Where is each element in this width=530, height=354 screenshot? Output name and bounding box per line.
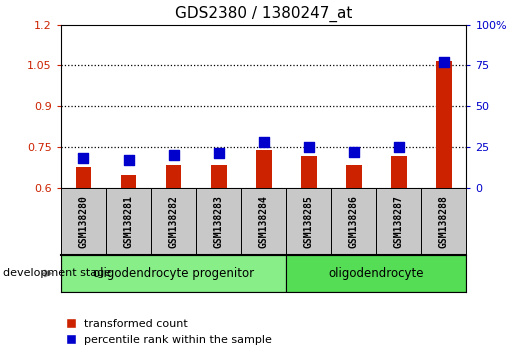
Text: GSM138281: GSM138281	[123, 195, 134, 248]
Bar	[256, 150, 271, 188]
Text: GSM138283: GSM138283	[214, 195, 224, 248]
Legend: transformed count, percentile rank within the sample: transformed count, percentile rank withi…	[66, 319, 272, 345]
FancyBboxPatch shape	[241, 188, 286, 255]
FancyBboxPatch shape	[61, 255, 286, 292]
Bar	[301, 156, 316, 188]
FancyBboxPatch shape	[106, 188, 151, 255]
Bar	[391, 156, 407, 188]
Point	[259, 139, 268, 145]
Point	[440, 59, 448, 65]
Text: GSM138280: GSM138280	[78, 195, 89, 248]
Text: GSM138288: GSM138288	[439, 195, 449, 248]
FancyBboxPatch shape	[421, 188, 466, 255]
Text: GSM138287: GSM138287	[394, 195, 404, 248]
Point	[124, 157, 132, 163]
Bar	[436, 61, 452, 188]
Bar	[121, 175, 136, 188]
Text: oligodendrocyte: oligodendrocyte	[329, 267, 424, 280]
FancyBboxPatch shape	[286, 188, 331, 255]
Text: oligodendrocyte progenitor: oligodendrocyte progenitor	[93, 267, 254, 280]
Text: GSM138286: GSM138286	[349, 195, 359, 248]
Text: GSM138282: GSM138282	[169, 195, 179, 248]
FancyBboxPatch shape	[151, 188, 196, 255]
Point	[350, 149, 358, 155]
Text: GSM138284: GSM138284	[259, 195, 269, 248]
Point	[214, 150, 223, 156]
Bar	[346, 165, 361, 188]
Point	[394, 144, 403, 150]
Bar	[76, 167, 91, 188]
Text: GSM138285: GSM138285	[304, 195, 314, 248]
FancyBboxPatch shape	[196, 188, 241, 255]
FancyBboxPatch shape	[376, 188, 421, 255]
Point	[80, 155, 88, 161]
Text: development stage: development stage	[3, 268, 111, 279]
Point	[169, 152, 178, 158]
FancyBboxPatch shape	[331, 188, 376, 255]
Bar	[211, 165, 226, 188]
FancyBboxPatch shape	[61, 188, 106, 255]
FancyBboxPatch shape	[286, 255, 466, 292]
Point	[304, 144, 313, 150]
Bar	[166, 165, 181, 188]
Title: GDS2380 / 1380247_at: GDS2380 / 1380247_at	[175, 6, 352, 22]
